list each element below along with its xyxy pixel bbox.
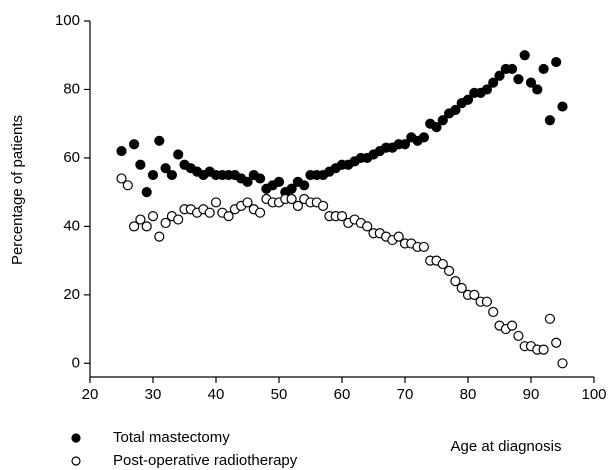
point <box>481 84 492 95</box>
point <box>318 200 329 211</box>
point <box>538 344 549 355</box>
point <box>557 358 568 369</box>
legend-label: Total mastectomy <box>113 429 230 446</box>
point <box>273 176 285 187</box>
point <box>154 135 165 146</box>
point <box>166 169 177 181</box>
legend-label: Post-operative radiotherapy <box>113 452 298 469</box>
y-tick-label: 60 <box>63 149 80 166</box>
point <box>506 63 518 75</box>
point <box>135 159 146 170</box>
point <box>450 104 461 116</box>
point <box>299 180 310 191</box>
point <box>122 180 133 191</box>
point <box>147 169 159 181</box>
point <box>431 122 442 133</box>
point <box>292 200 303 211</box>
point <box>456 282 467 294</box>
point <box>173 214 184 225</box>
point <box>129 221 140 232</box>
point <box>393 231 404 242</box>
point <box>532 84 543 95</box>
legend-marker <box>71 456 81 466</box>
point <box>450 276 461 287</box>
x-tick-label: 100 <box>581 386 606 403</box>
point <box>399 139 411 150</box>
point <box>147 211 159 222</box>
point <box>116 173 127 184</box>
point <box>469 289 480 300</box>
point <box>513 74 524 85</box>
point <box>336 211 348 222</box>
x-tick-label: 60 <box>334 386 351 403</box>
point <box>173 149 184 160</box>
point <box>418 241 429 253</box>
point <box>506 320 518 331</box>
point <box>141 187 152 198</box>
x-tick-label: 90 <box>523 386 540 403</box>
y-tick-label: 100 <box>55 12 80 29</box>
legend-marker <box>71 433 81 443</box>
point <box>255 207 266 218</box>
point <box>286 183 297 194</box>
y-tick-label: 80 <box>63 80 80 97</box>
point <box>129 139 140 150</box>
point <box>286 193 297 205</box>
point <box>242 197 253 208</box>
x-tick-label: 80 <box>460 386 477 403</box>
y-tick-label: 20 <box>63 286 80 303</box>
point <box>544 313 556 324</box>
y-tick-label: 40 <box>63 217 80 234</box>
point <box>488 306 499 318</box>
x-tick-label: 70 <box>397 386 414 403</box>
point <box>494 70 505 81</box>
x-tick-label: 30 <box>145 386 162 403</box>
point <box>481 296 492 307</box>
point <box>116 145 127 157</box>
point <box>519 50 530 61</box>
point <box>437 115 448 126</box>
point <box>154 231 165 242</box>
point <box>160 217 171 229</box>
point <box>255 173 266 184</box>
point <box>418 132 429 143</box>
point <box>223 211 234 222</box>
x-tick-label: 50 <box>271 386 288 403</box>
x-axis-label: Age at diagnosis <box>451 438 562 455</box>
point <box>551 56 562 68</box>
x-tick-label: 20 <box>82 386 99 403</box>
point <box>362 221 373 232</box>
point <box>488 77 499 88</box>
point <box>437 258 448 270</box>
y-tick-label: 0 <box>72 354 80 371</box>
point <box>242 176 253 187</box>
point <box>210 197 222 208</box>
point <box>551 337 562 348</box>
point <box>525 77 537 88</box>
point <box>544 115 556 126</box>
point <box>204 207 215 218</box>
point <box>462 94 474 105</box>
point <box>141 221 152 232</box>
x-tick-label: 40 <box>208 386 225 403</box>
point <box>538 63 549 75</box>
point <box>557 101 568 112</box>
point <box>513 330 524 342</box>
point <box>444 265 455 276</box>
point <box>135 214 146 225</box>
y-axis-label: Percentage of patients <box>9 115 26 265</box>
point <box>160 163 171 174</box>
